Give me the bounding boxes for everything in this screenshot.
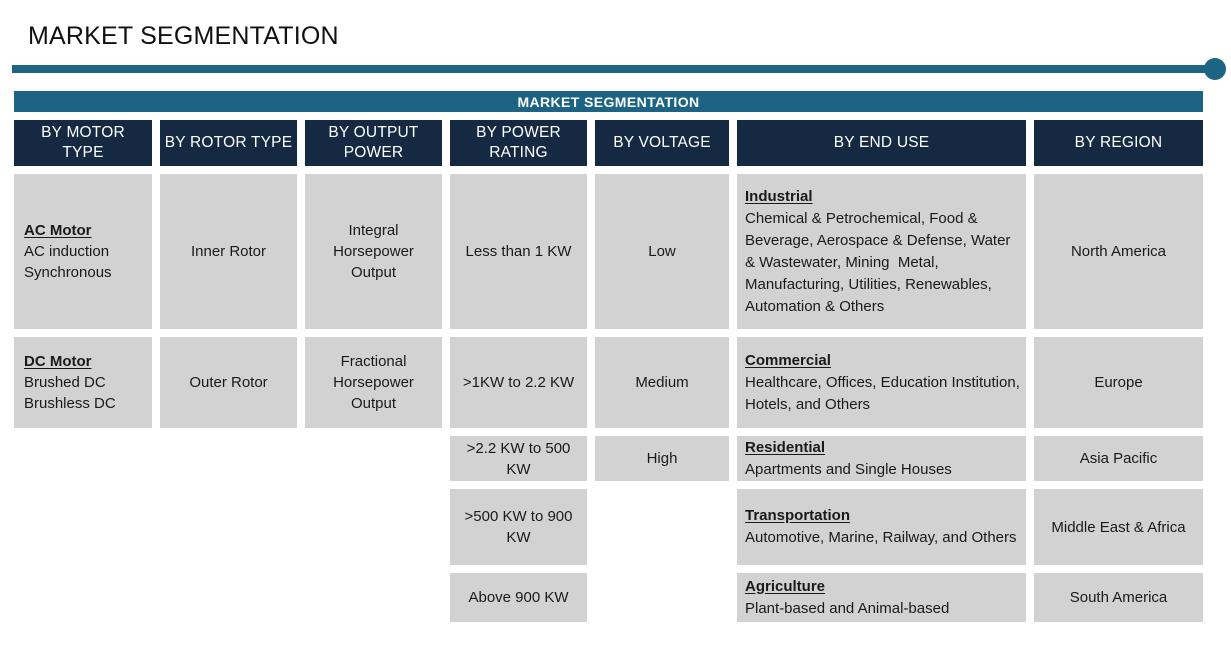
cell-body: Automotive, Marine, Railway, and Others: [745, 529, 1017, 546]
cell-1kw-to-2-2kw: >1KW to 2.2 KW: [450, 337, 587, 428]
cell-title: AC Motor: [24, 222, 92, 239]
cell-500kw-to-900kw: >500 KW to 900 KW: [450, 489, 587, 565]
header-by-rotor-type: BY ROTOR TYPE: [160, 120, 297, 166]
cell-outer-rotor: Outer Rotor: [160, 337, 297, 428]
cell-end-use-commercial: Commercial Healthcare, Offices, Educatio…: [737, 337, 1026, 428]
cell-line: Synchronous: [24, 264, 112, 281]
cell-less-than-1kw: Less than 1 KW: [450, 174, 587, 329]
banner-label: MARKET SEGMENTATION: [517, 93, 700, 110]
cell-region-asia-pacific: Asia Pacific: [1034, 436, 1203, 481]
cell-inner-rotor: Inner Rotor: [160, 174, 297, 329]
segmentation-table: BY MOTOR TYPE BY ROTOR TYPE BY OUTPUT PO…: [14, 120, 1203, 622]
cell-2-2kw-to-500kw: >2.2 KW to 500 KW: [450, 436, 587, 481]
cell-fractional-horsepower: Fractional Horsepower Output: [305, 337, 442, 428]
header-by-motor-type: BY MOTOR TYPE: [14, 120, 152, 166]
cell-end-use-residential: Residential Apartments and Single Houses: [737, 436, 1026, 481]
cell-end-use-industrial: Industrial Chemical & Petrochemical, Foo…: [737, 174, 1026, 329]
header-by-output-power: BY OUTPUT POWER: [305, 120, 442, 166]
cell-above-900kw: Above 900 KW: [450, 573, 587, 622]
cell-body: Healthcare, Offices, Education Instituti…: [745, 373, 1025, 413]
divider-end-dot-icon: [1204, 58, 1226, 80]
cell-body: Chemical & Petrochemical, Food & Beverag…: [745, 209, 1015, 315]
cell-voltage-high: High: [595, 436, 729, 481]
segmentation-banner: MARKET SEGMENTATION: [14, 91, 1203, 112]
cell-region-south-america: South America: [1034, 573, 1203, 622]
cell-body: Plant-based and Animal-based: [745, 599, 950, 617]
cell-title: DC Motor: [24, 353, 92, 370]
cell-title: Commercial: [745, 351, 831, 369]
header-by-voltage: BY VOLTAGE: [595, 120, 729, 166]
cell-region-north-america: North America: [1034, 174, 1203, 329]
cell-title: Agriculture: [745, 577, 826, 595]
cell-voltage-medium: Medium: [595, 337, 729, 428]
cell-line: AC induction: [24, 243, 110, 260]
cell-integral-horsepower: Integral Horsepower Output: [305, 174, 442, 329]
header-by-region: BY REGION: [1034, 120, 1203, 166]
cell-title: Transportation: [745, 507, 851, 524]
cell-voltage-low: Low: [595, 174, 729, 329]
divider-line: [12, 65, 1212, 73]
cell-ac-motor: AC Motor AC induction Synchronous: [14, 174, 152, 329]
header-by-power-rating: BY POWER RATING: [450, 120, 587, 166]
cell-line: Brushless DC: [24, 395, 116, 412]
page-title: MARKET SEGMENTATION: [28, 22, 339, 50]
cell-end-use-agriculture: Agriculture Plant-based and Animal-based: [737, 573, 1026, 622]
cell-body: Apartments and Single Houses: [745, 460, 952, 478]
cell-end-use-transportation: Transportation Automotive, Marine, Railw…: [737, 489, 1026, 565]
cell-region-middle-east-africa: Middle East & Africa: [1034, 489, 1203, 565]
cell-line: Brushed DC: [24, 374, 106, 391]
cell-title: Residential: [745, 438, 826, 456]
cell-region-europe: Europe: [1034, 337, 1203, 428]
title-divider: [12, 58, 1226, 80]
cell-dc-motor: DC Motor Brushed DC Brushless DC: [14, 337, 152, 428]
header-by-end-use: BY END USE: [737, 120, 1026, 166]
cell-title: Industrial: [745, 187, 813, 205]
